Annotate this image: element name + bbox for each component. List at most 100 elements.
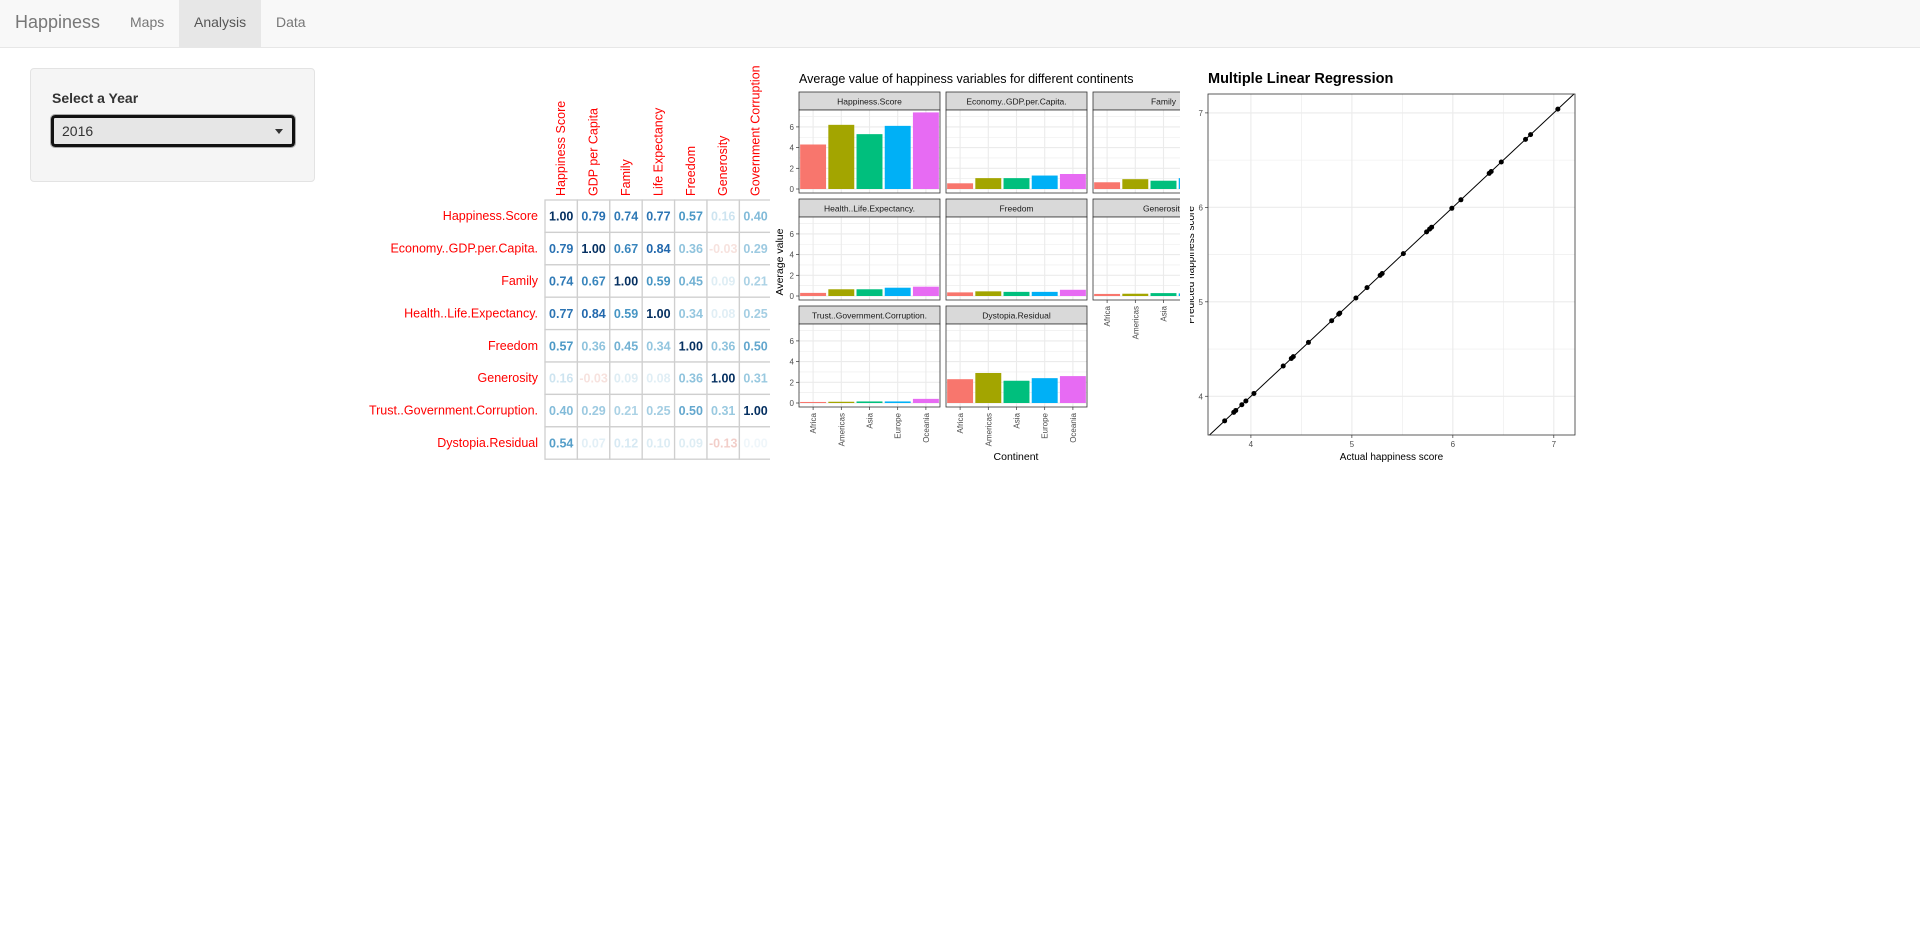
- data-point: [1353, 295, 1359, 301]
- matrix-cell: [706, 426, 741, 460]
- tab-data[interactable]: Data: [276, 14, 306, 30]
- chart-title: Multiple Linear Regression: [1208, 71, 1393, 87]
- matrix-value: 0.16: [549, 372, 573, 386]
- matrix-value: 1.00: [581, 242, 605, 256]
- matrix-row-label: Economy..GDP.per.Capita.: [390, 242, 538, 256]
- matrix-value: 0.84: [581, 307, 605, 321]
- x-tick-label: 7: [1552, 440, 1557, 449]
- chart-title: Average value of happiness variables for…: [799, 72, 1133, 86]
- bar-asia: [1150, 180, 1177, 189]
- matrix-value: 0.34: [679, 307, 703, 321]
- bar-europe: [1031, 291, 1058, 296]
- bar-oceania: [912, 112, 939, 189]
- matrix-cell: [738, 393, 770, 428]
- matrix-value: -0.03: [579, 372, 608, 386]
- matrix-value: 0.84: [646, 242, 670, 256]
- y-tick-label: 6: [790, 337, 795, 346]
- x-tick-label: Asia: [866, 412, 875, 428]
- x-tick-label: Americas: [1131, 306, 1140, 339]
- matrix-value: 0.12: [614, 437, 638, 451]
- tab-analysis[interactable]: Analysis: [179, 0, 262, 47]
- matrix-value: 1.00: [711, 372, 735, 386]
- matrix-value: 1.00: [549, 210, 573, 224]
- bar-africa: [947, 183, 974, 189]
- y-tick-label: 2: [790, 378, 795, 387]
- matrix-col-label: Freedom: [684, 146, 698, 196]
- y-tick-label: 4: [790, 358, 795, 367]
- y-tick-label: 6: [790, 230, 795, 239]
- matrix-value: 0.74: [614, 210, 638, 224]
- data-point: [1523, 136, 1529, 142]
- matrix-value: 0.77: [646, 210, 670, 224]
- matrix-value: 0.36: [679, 372, 703, 386]
- bar-americas: [828, 401, 855, 403]
- facet-label: Happiness.Score: [837, 97, 902, 107]
- tab-maps[interactable]: Maps: [130, 14, 165, 30]
- facet-label: Trust..Government.Corruption.: [812, 311, 927, 321]
- matrix-value: 0.31: [743, 372, 767, 386]
- bar-asia: [856, 134, 883, 189]
- plot-border: [1207, 93, 1576, 436]
- bar-asia: [1003, 380, 1030, 403]
- data-point: [1305, 339, 1311, 345]
- x-tick-label: 5: [1350, 440, 1355, 449]
- y-tick-label: 5: [1199, 298, 1204, 307]
- matrix-cell: [673, 393, 708, 428]
- matrix-cell: [706, 264, 741, 298]
- sidebar-panel: Select a Year 2016: [30, 68, 315, 182]
- bar-americas: [828, 124, 855, 189]
- x-tick-label: Europe: [894, 412, 903, 438]
- bar-americas: [1122, 179, 1149, 189]
- matrix-cell: [738, 426, 770, 460]
- year-select[interactable]: 2016: [50, 114, 296, 148]
- bar-africa: [800, 401, 827, 403]
- matrix-row-label: Health..Life.Expectancy.: [404, 306, 538, 320]
- matrix-col-label: Generosity: [716, 135, 730, 196]
- x-axis-title: Actual happiness score: [1340, 452, 1444, 463]
- x-tick-label: Americas: [837, 413, 846, 446]
- facet-border: [945, 216, 1088, 301]
- bar-asia: [856, 289, 883, 296]
- matrix-value: 0.34: [646, 339, 670, 353]
- matrix-value: 0.29: [581, 404, 605, 418]
- matrix-value: 0.74: [549, 275, 573, 289]
- x-tick-label: Asia: [1160, 305, 1169, 321]
- matrix-col-label: Government Corruption: [749, 65, 763, 196]
- matrix-value: 1.00: [614, 275, 638, 289]
- matrix-cell: [576, 296, 611, 331]
- matrix-value: 0.25: [743, 307, 767, 321]
- data-point: [1233, 407, 1239, 413]
- matrix-cell: [641, 361, 676, 396]
- bar-africa: [800, 144, 827, 189]
- y-tick-label: 2: [790, 164, 795, 173]
- bar-oceania: [912, 286, 939, 296]
- matrix-cell: [576, 264, 611, 298]
- matrix-row-label: Generosity: [478, 371, 539, 385]
- matrix-value: 1.00: [743, 404, 767, 418]
- bar-europe: [1031, 175, 1058, 189]
- y-tick-label: 7: [1199, 109, 1204, 118]
- matrix-value: 0.09: [679, 437, 703, 451]
- data-point: [1243, 398, 1249, 404]
- y-tick-label: 4: [1199, 392, 1204, 401]
- bar-europe: [884, 125, 911, 189]
- bar-europe: [884, 287, 911, 296]
- bar-europe: [1178, 293, 1180, 296]
- x-tick-label: 6: [1451, 440, 1456, 449]
- matrix-value: 0.09: [614, 372, 638, 386]
- matrix-value: 1.00: [646, 307, 670, 321]
- x-axis-title: Continent: [994, 451, 1039, 463]
- facet-border: [945, 109, 1088, 194]
- matrix-cell: [609, 393, 643, 428]
- matrix-cell: [609, 264, 643, 298]
- x-tick-label: Americas: [984, 413, 993, 446]
- matrix-value: 0.45: [614, 339, 638, 353]
- y-tick-label: 4: [790, 251, 795, 260]
- bar-americas: [828, 289, 855, 296]
- matrix-value: -0.13: [709, 437, 738, 451]
- app-brand[interactable]: Happiness: [15, 12, 101, 32]
- bar-oceania: [912, 398, 939, 403]
- matrix-cell: [706, 361, 741, 396]
- bar-americas: [975, 178, 1002, 189]
- data-point: [1449, 205, 1455, 211]
